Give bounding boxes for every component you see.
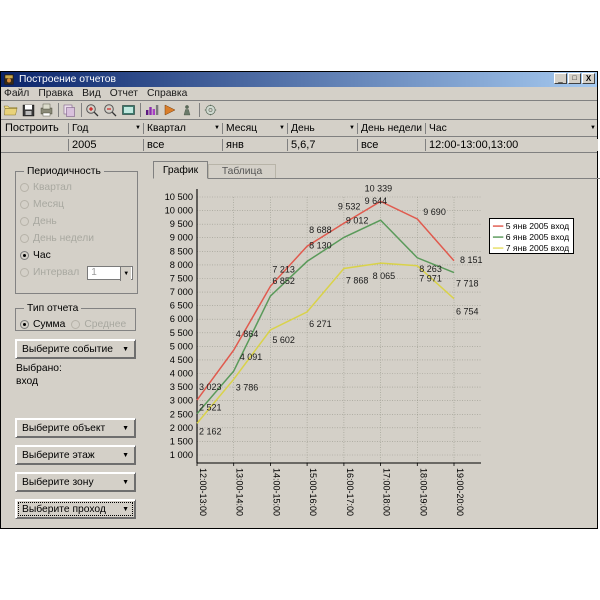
svg-text:5 500: 5 500: [170, 328, 193, 338]
svg-text:7 868: 7 868: [346, 276, 369, 286]
svg-text:1 000: 1 000: [170, 450, 193, 460]
svg-text:8 688: 8 688: [309, 225, 332, 235]
svg-text:2 000: 2 000: [170, 423, 193, 433]
svg-text:16:00-17:00: 16:00-17:00: [345, 468, 355, 516]
svg-text:6 852: 6 852: [272, 276, 295, 286]
svg-text:6 500: 6 500: [170, 301, 193, 311]
svg-text:10 500: 10 500: [165, 192, 193, 202]
svg-text:18:00-19:00: 18:00-19:00: [418, 468, 428, 516]
svg-text:14:00-15:00: 14:00-15:00: [271, 468, 281, 516]
svg-text:8 000: 8 000: [170, 260, 193, 270]
svg-text:15:00-16:00: 15:00-16:00: [308, 468, 318, 516]
svg-text:8 130: 8 130: [309, 240, 332, 250]
svg-text:2 521: 2 521: [199, 403, 222, 413]
svg-text:13:00-14:00: 13:00-14:00: [235, 468, 245, 516]
svg-text:3 023: 3 023: [199, 382, 222, 392]
svg-text:8 500: 8 500: [170, 246, 193, 256]
svg-text:9 644: 9 644: [365, 196, 388, 206]
svg-text:1 500: 1 500: [170, 436, 193, 446]
svg-text:4 500: 4 500: [170, 355, 193, 365]
svg-text:6 000: 6 000: [170, 314, 193, 324]
svg-text:7 718: 7 718: [456, 279, 479, 289]
svg-text:3 500: 3 500: [170, 382, 193, 392]
svg-text:10 339: 10 339: [365, 183, 393, 193]
svg-text:8 065: 8 065: [373, 271, 396, 281]
svg-text:4 000: 4 000: [170, 369, 193, 379]
svg-text:3 000: 3 000: [170, 396, 193, 406]
svg-text:7 213: 7 213: [272, 264, 295, 274]
svg-text:3 786: 3 786: [236, 382, 259, 392]
svg-text:7 500: 7 500: [170, 274, 193, 284]
svg-text:5 000: 5 000: [170, 341, 193, 351]
svg-text:4 091: 4 091: [240, 352, 263, 362]
svg-text:7 000: 7 000: [170, 287, 193, 297]
svg-text:9 012: 9 012: [346, 215, 369, 225]
svg-text:8 151: 8 151: [460, 255, 483, 265]
svg-text:9 000: 9 000: [170, 233, 193, 243]
svg-text:4 864: 4 864: [236, 329, 259, 339]
svg-text:2 162: 2 162: [199, 426, 222, 436]
svg-text:2 500: 2 500: [170, 409, 193, 419]
svg-text:12:00-13:00: 12:00-13:00: [198, 468, 208, 516]
svg-text:7 971: 7 971: [419, 274, 442, 284]
svg-text:19:00-20:00: 19:00-20:00: [455, 468, 465, 516]
svg-text:6 271: 6 271: [309, 319, 332, 329]
svg-text:9 690: 9 690: [423, 207, 446, 217]
svg-text:9 532: 9 532: [338, 201, 361, 211]
svg-text:5 602: 5 602: [272, 335, 295, 345]
svg-text:17:00-18:00: 17:00-18:00: [382, 468, 392, 516]
svg-text:8 263: 8 263: [419, 264, 442, 274]
svg-text:6 754: 6 754: [456, 307, 479, 317]
svg-text:10 000: 10 000: [165, 206, 193, 216]
svg-text:9 500: 9 500: [170, 219, 193, 229]
